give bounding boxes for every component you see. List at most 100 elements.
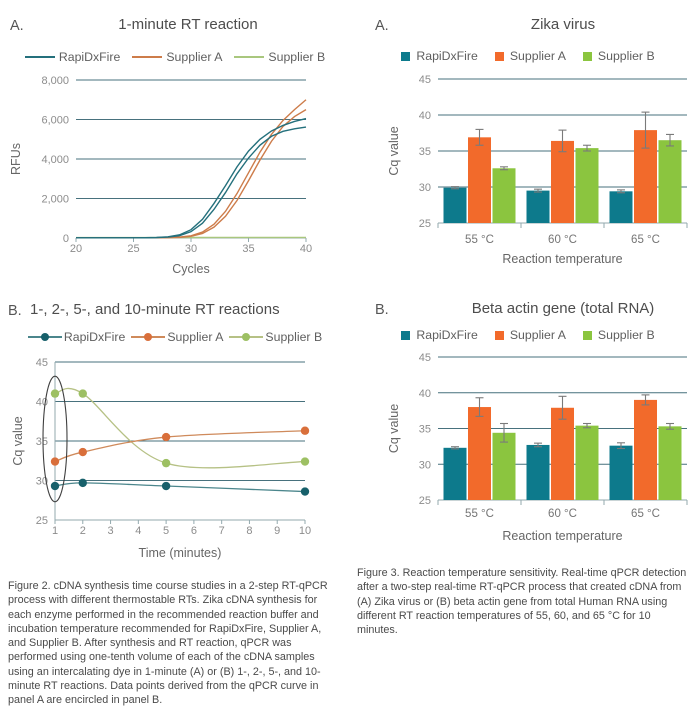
x-tick-label: 7 bbox=[219, 525, 225, 537]
y-tick-label: 6,000 bbox=[41, 115, 69, 127]
category-label: 60 °C bbox=[548, 508, 577, 520]
x-tick-label: 9 bbox=[274, 525, 280, 537]
legend-item: RapiDxFire bbox=[401, 49, 478, 63]
bar bbox=[492, 432, 516, 500]
rapidxfire-line-marker-swatch bbox=[27, 333, 62, 341]
legend-item: Supplier A bbox=[494, 49, 566, 63]
bar bbox=[468, 137, 491, 223]
y-axis-title: Cq value bbox=[11, 416, 25, 465]
category-label: 55 °C bbox=[465, 508, 494, 520]
bar bbox=[443, 447, 467, 500]
legend-item: Supplier B bbox=[582, 328, 655, 342]
x-tick-label: 1 bbox=[52, 525, 58, 537]
y-axis-title: Cq value bbox=[387, 126, 401, 175]
legend-item: RapiDxFire bbox=[401, 328, 478, 342]
marker-dot-icon bbox=[242, 333, 251, 341]
x-axis-title: Cycles bbox=[172, 262, 210, 276]
legend-label: RapiDxFire bbox=[58, 50, 121, 64]
legend-item: Supplier A bbox=[132, 50, 222, 64]
x-tick-label: 2 bbox=[80, 525, 86, 537]
x-tick-label: 35 bbox=[242, 243, 254, 255]
bar bbox=[658, 140, 682, 223]
marker-dot-icon bbox=[144, 333, 153, 341]
y-tick-label: 35 bbox=[419, 146, 431, 158]
y-tick-label: 30 bbox=[419, 459, 431, 471]
data-point-marker bbox=[300, 457, 310, 466]
x-tick-label: 6 bbox=[191, 525, 197, 537]
x-tick-label: 10 bbox=[299, 525, 311, 537]
x-axis-title: Reaction temperature bbox=[502, 529, 622, 543]
x-tick-label: 20 bbox=[70, 243, 82, 255]
legend-label: Supplier A bbox=[509, 49, 566, 63]
panel-label-a: A. bbox=[10, 18, 24, 34]
data-point-marker bbox=[50, 457, 60, 466]
y-tick-label: 35 bbox=[36, 436, 48, 448]
supplier-a-line-swatch bbox=[132, 56, 163, 58]
x-tick-label: 5 bbox=[163, 525, 169, 537]
y-tick-label: 2,000 bbox=[41, 194, 69, 206]
data-point-marker bbox=[78, 389, 87, 398]
x-tick-label: 4 bbox=[135, 525, 141, 537]
bar bbox=[551, 407, 574, 500]
amplification-curve bbox=[76, 99, 307, 239]
bar bbox=[468, 407, 491, 500]
legend-label: Supplier B bbox=[597, 49, 655, 63]
bar bbox=[609, 445, 633, 500]
beta-actin-bar-chart: 25 30 35 40 45 55 °C 60 °C 65 °C Reaction temper… bbox=[387, 352, 688, 543]
amplification-curve bbox=[76, 126, 307, 239]
legend-label: Supplier A bbox=[509, 328, 566, 342]
category-label: 65 °C bbox=[631, 234, 660, 246]
supplier-a-line-marker-swatch bbox=[131, 333, 166, 341]
series-line bbox=[54, 430, 306, 463]
legend-label: Supplier B bbox=[597, 328, 655, 342]
bar bbox=[658, 426, 682, 500]
legend-item: Supplier B bbox=[234, 50, 325, 64]
y-tick-label: 30 bbox=[36, 476, 48, 488]
category-label: 65 °C bbox=[631, 508, 660, 520]
bar bbox=[443, 187, 467, 223]
data-point-marker bbox=[300, 487, 310, 496]
zika-virus-bar-chart: 25 30 35 40 45 55 °C 60 °C 65 °C Reaction temper… bbox=[387, 74, 688, 266]
data-point-marker bbox=[161, 432, 171, 442]
data-point-marker bbox=[300, 426, 310, 435]
bar bbox=[575, 148, 599, 223]
data-point-marker bbox=[78, 478, 87, 488]
supplier-a-square-swatch bbox=[494, 330, 504, 340]
bar bbox=[575, 425, 599, 500]
legend-item: Supplier A bbox=[494, 328, 566, 342]
amplification-curve bbox=[76, 109, 307, 239]
panel-fig2-b: B. 1-, 2-, 5-, and 10-minute RT reaction… bbox=[8, 300, 342, 572]
legend-label: RapiDxFire bbox=[416, 49, 478, 63]
y-tick-label: 25 bbox=[36, 515, 48, 527]
x-tick-label: 3 bbox=[107, 525, 113, 537]
y-tick-label: 4,000 bbox=[41, 154, 69, 166]
chart-title: 1-, 2-, 5-, and 10-minute RT reactions bbox=[30, 301, 280, 318]
chart-title: 1-minute RT reaction bbox=[118, 16, 258, 33]
figure3-caption: Figure 3. Reaction temperature sensitivi… bbox=[357, 567, 687, 637]
y-tick-label: 30 bbox=[419, 182, 431, 194]
legend-label: Supplier A bbox=[166, 50, 223, 64]
rapidxfire-square-swatch bbox=[401, 51, 411, 61]
legend-item: RapiDxFire bbox=[24, 50, 121, 64]
panel-fig2-a: A. 1-minute RT reaction RapiDxFire Suppl… bbox=[8, 12, 342, 294]
y-tick-label: 45 bbox=[419, 352, 431, 364]
legend-label: Supplier B bbox=[268, 50, 326, 64]
figure2-caption: Figure 2. cDNA synthesis time course stu… bbox=[8, 580, 328, 707]
y-tick-label: 40 bbox=[419, 110, 431, 122]
legend-label: Supplier B bbox=[265, 330, 323, 344]
panel-fig3-a: A. Zika virus RapiDxFire Supplier A Supp… bbox=[360, 12, 696, 294]
y-tick-label: 40 bbox=[419, 388, 431, 400]
legend: RapiDxFire Supplier A Supplier B bbox=[8, 50, 342, 64]
chart-title: Zika virus bbox=[530, 16, 596, 33]
data-point-marker bbox=[161, 458, 171, 468]
legend-item: Supplier A bbox=[131, 330, 223, 344]
x-axis-title: Reaction temperature bbox=[502, 252, 622, 266]
panel-label-b: B. bbox=[375, 302, 389, 318]
legend-item: Supplier B bbox=[229, 330, 322, 344]
legend: RapiDxFire Supplier A Supplier B bbox=[360, 328, 696, 342]
y-tick-label: 25 bbox=[419, 495, 431, 507]
qpcr-amplification-chart: 0 2,000 4,000 6,000 8,000 20 25 30 35 40 Cycles RFU… bbox=[9, 75, 312, 276]
supplier-b-square-swatch bbox=[582, 51, 592, 61]
x-tick-label: 40 bbox=[300, 243, 312, 255]
